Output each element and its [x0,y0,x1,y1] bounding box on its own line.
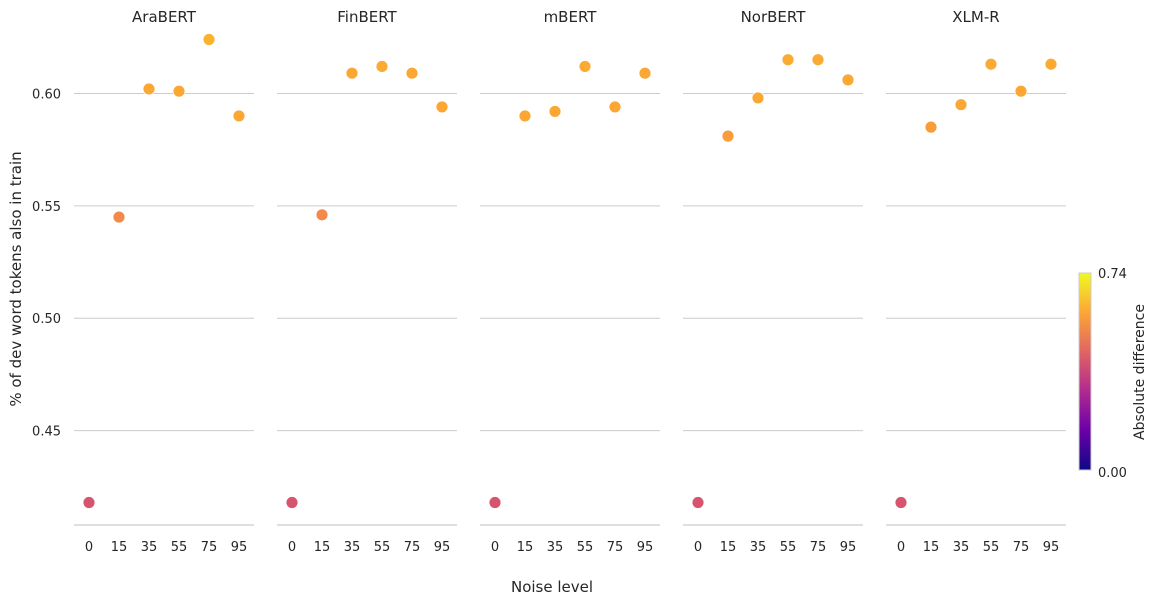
y-tick-label: 0.45 [32,425,61,440]
x-tick-label: 55 [577,540,594,555]
x-tick-label: 15 [517,540,534,555]
x-tick-label: 55 [374,540,391,555]
x-tick-label: 75 [1013,540,1030,555]
data-point [375,60,389,73]
panel-arabert: AraBERT 0 15 35 55 75 95 [74,8,254,555]
x-tick-label: 55 [780,540,797,555]
x-tick-label: 15 [314,540,331,555]
x-tick-label: 15 [111,540,128,555]
colorbar: 0.74 0.00 Absolute difference [1078,267,1148,481]
data-point [232,109,246,123]
x-tick-label: 75 [607,540,624,555]
x-tick-label: 95 [840,540,857,555]
data-point [811,53,825,67]
data-point [751,91,765,105]
data-point [721,129,735,143]
x-tick-label: 95 [637,540,654,555]
data-point [315,208,329,222]
data-point [1044,57,1058,71]
x-tick-label: 75 [404,540,421,555]
x-tick-label: 35 [547,540,564,555]
x-tick-label: 55 [983,540,1000,555]
x-tick-label: 95 [1043,540,1060,555]
data-point [488,496,502,509]
panel-title: FinBERT [337,8,397,26]
data-point [924,120,938,134]
x-tick-label: 95 [434,540,451,555]
x-axis-label: Noise level [511,578,593,596]
y-axis-label: % of dev word tokens also in train [7,151,25,406]
x-tick-label: 35 [750,540,767,555]
data-point [518,109,532,123]
data-point [691,496,705,509]
x-tick-label: 75 [201,540,218,555]
x-tick-label: 55 [171,540,188,555]
data-point [954,98,968,112]
data-point [82,496,96,509]
data-point [142,82,156,96]
data-point [405,66,419,80]
data-point [435,100,449,114]
x-tick-label: 75 [810,540,827,555]
x-tick-label: 0 [491,540,499,555]
data-point [548,105,562,118]
x-tick-label: 35 [141,540,158,555]
colorbar-gradient [1078,272,1092,471]
data-point [345,66,359,80]
data-point [841,73,855,87]
x-tick-label: 15 [923,540,940,555]
data-point [894,496,908,509]
data-point [638,66,652,80]
x-tick-label: 0 [85,540,93,555]
x-tick-label: 35 [344,540,361,555]
data-point [202,33,216,46]
panel-title: mBERT [544,8,598,26]
x-tick-label: 0 [694,540,702,555]
colorbar-title: Absolute difference [1132,304,1148,440]
y-tick-label: 0.60 [32,87,61,102]
x-tick-label: 0 [897,540,905,555]
panel-mbert: mBERT 0 15 35 55 75 95 [480,8,660,555]
data-point [1014,84,1028,98]
y-tick-label: 0.50 [32,312,61,327]
panel-title: XLM-R [952,8,999,26]
data-point [112,210,126,224]
data-point [578,60,592,73]
x-tick-label: 95 [231,540,248,555]
data-point [172,84,186,98]
x-tick-label: 35 [953,540,970,555]
panel-finbert: FinBERT 0 15 35 55 75 95 [277,8,457,555]
data-point [285,496,299,509]
data-point [984,57,998,71]
x-tick-label: 0 [288,540,296,555]
panel-title: AraBERT [132,8,197,26]
data-point [781,53,795,67]
data-point [608,100,622,114]
panel-title: NorBERT [741,8,807,26]
colorbar-min-label: 0.00 [1098,466,1127,481]
panel-norbert: NorBERT 0 15 35 55 75 95 [683,8,863,555]
y-tick-label: 0.55 [32,200,61,215]
colorbar-max-label: 0.74 [1098,267,1127,282]
x-tick-label: 15 [720,540,737,555]
panel-xlm-r: XLM-R 0 15 35 55 75 95 [886,8,1066,555]
